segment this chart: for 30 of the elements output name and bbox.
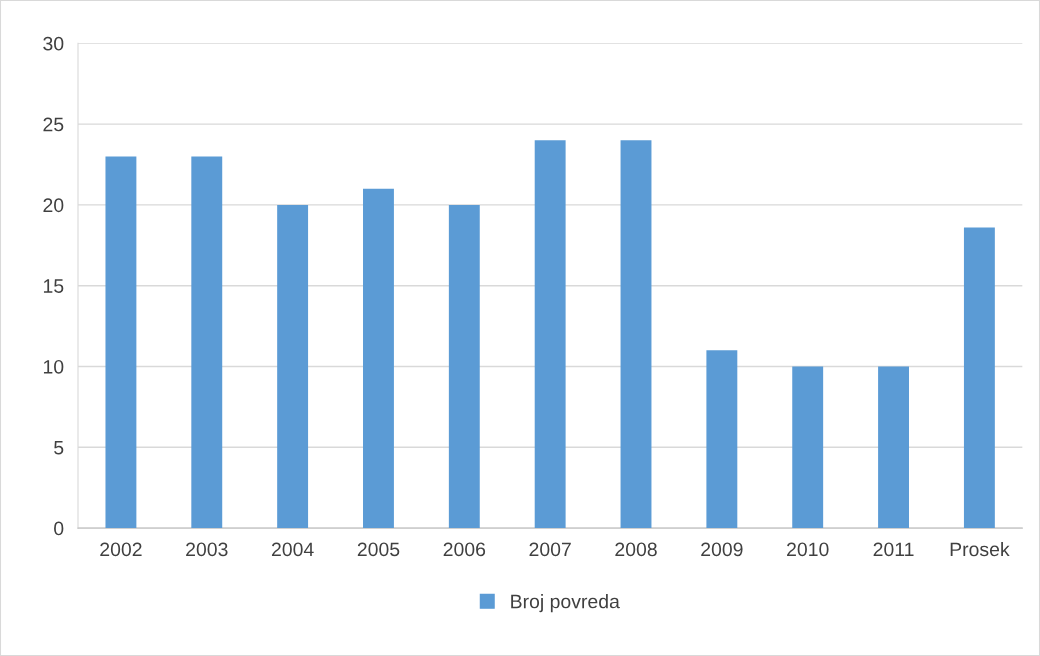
- bar: [277, 204, 309, 529]
- bar: [448, 204, 480, 529]
- bar: [363, 188, 394, 529]
- y-tick-label: 25: [43, 117, 64, 132]
- bar: [963, 227, 995, 529]
- bar: [191, 156, 223, 529]
- y-tick-label: 10: [43, 359, 64, 374]
- bar: [878, 366, 909, 529]
- y-tick-label: 5: [54, 440, 64, 455]
- bar: [105, 156, 137, 529]
- x-tick-label: 2009: [701, 542, 743, 557]
- y-tick-label: 0: [54, 521, 64, 536]
- y-tick-label: 20: [43, 198, 64, 213]
- bar: [792, 366, 824, 529]
- y-tick-label: 30: [43, 36, 64, 51]
- bar: [706, 350, 738, 529]
- x-tick-label: 2005: [357, 542, 400, 557]
- x-tick-label: Prosek: [950, 541, 1010, 557]
- x-tick-label: 2003: [186, 542, 228, 557]
- x-tick-label: 2002: [100, 542, 142, 557]
- legend-label: Broj povreda: [511, 594, 620, 613]
- y-tick-label: 15: [43, 279, 64, 293]
- x-tick-label: 2011: [873, 542, 914, 557]
- x-tick-label: 2004: [271, 542, 314, 557]
- x-tick-label: 2010: [787, 542, 829, 557]
- x-tick-label: 2008: [615, 542, 657, 557]
- x-tick-label: 2007: [529, 542, 571, 557]
- bar: [534, 140, 566, 529]
- x-tick-label: 2006: [443, 542, 486, 557]
- bar: [620, 140, 652, 529]
